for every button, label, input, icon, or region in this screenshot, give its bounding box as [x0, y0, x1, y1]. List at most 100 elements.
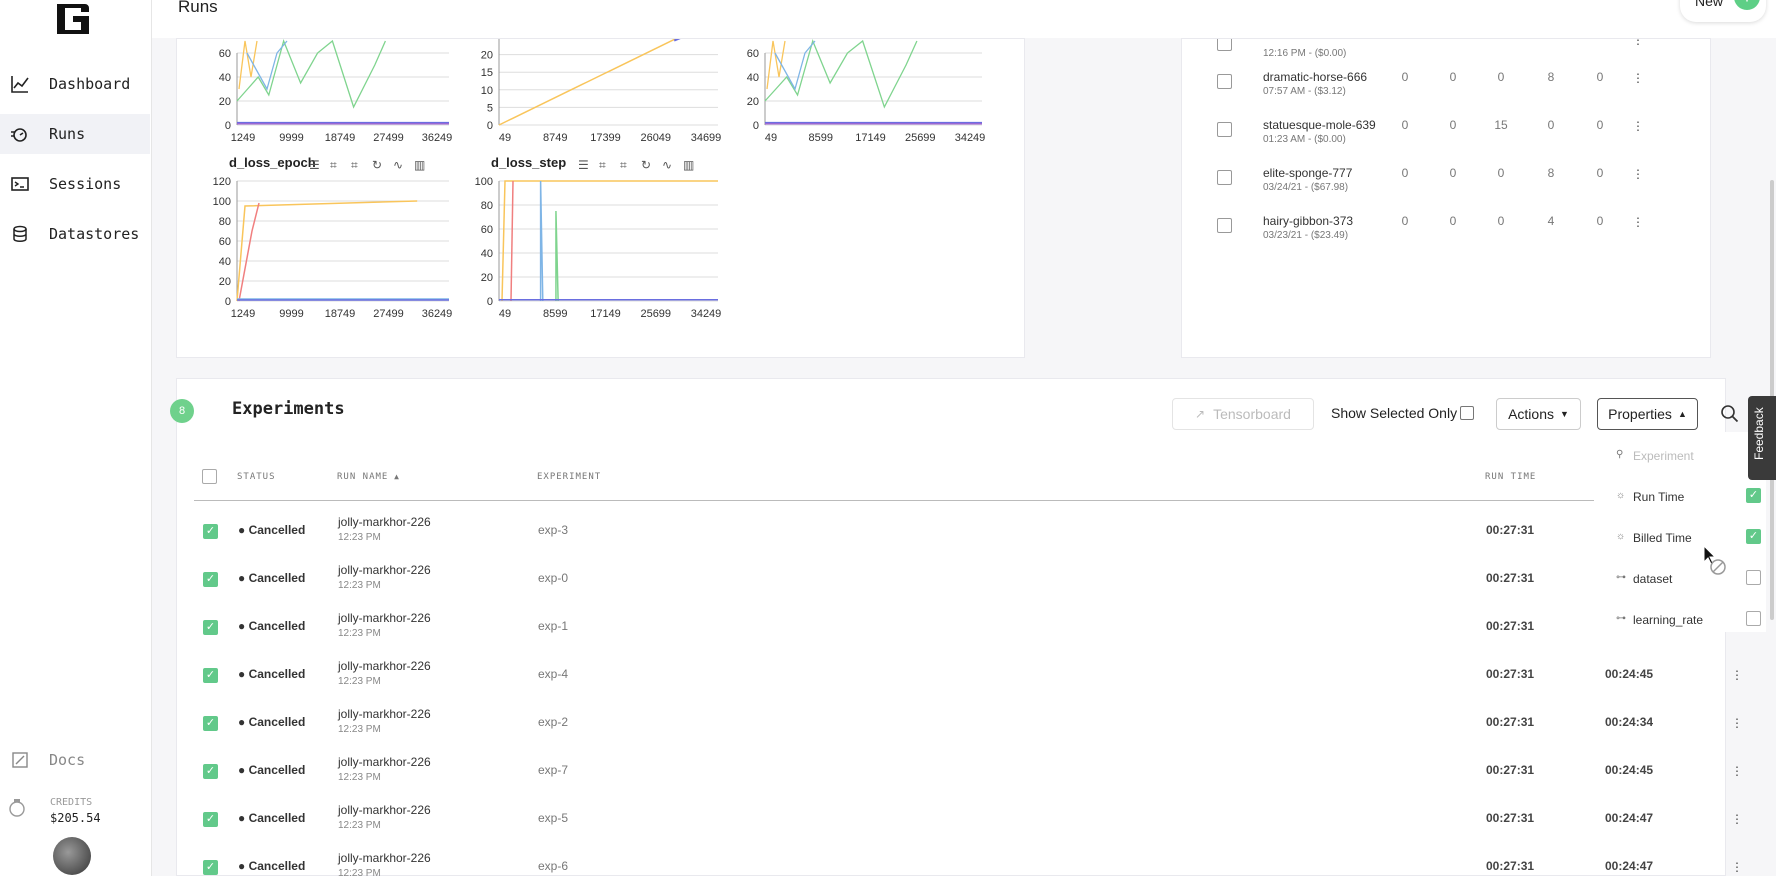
status-label: Cancelled — [248, 763, 306, 777]
run-checkbox[interactable] — [1217, 170, 1232, 185]
run-list-item[interactable]: statuesque-mole-639 01:23 AM - ($0.00) 0 0 1… — [1182, 111, 1710, 159]
more-options-icon[interactable]: ⋮ — [1632, 167, 1644, 181]
run-list-item[interactable]: hairy-gibbon-373 03/23/21 - ($23.49) 0 0 0 4 0… — [1182, 207, 1710, 255]
actions-button[interactable]: Actions ▼ — [1496, 398, 1581, 430]
property-label: Run Time — [1633, 490, 1685, 504]
more-options-icon[interactable]: ⋮ — [1731, 812, 1743, 826]
crop-icon[interactable]: ⌗ — [620, 158, 627, 172]
run-name-cell[interactable]: jolly-markhor-226 — [338, 707, 431, 721]
run-time-stamp: 12:23 PM — [338, 724, 381, 735]
more-options-icon[interactable]: ⋮ — [1632, 71, 1644, 85]
column-header-run-time[interactable]: RUN TIME — [1485, 472, 1537, 482]
property-checkbox[interactable] — [1746, 570, 1761, 585]
run-time-stamp: 12:23 PM — [338, 820, 381, 831]
properties-button[interactable]: Properties ▲ — [1597, 398, 1698, 430]
run-name-cell[interactable]: jolly-markhor-226 — [338, 611, 431, 625]
row-checkbox[interactable]: ✓ — [203, 860, 218, 875]
database-icon — [13, 225, 27, 242]
column-header-status[interactable]: STATUS — [237, 472, 276, 482]
row-checkbox[interactable]: ✓ — [203, 572, 218, 587]
menu-icon[interactable]: ☰ — [309, 158, 320, 172]
tensorboard-label: Tensorboard — [1213, 406, 1291, 422]
sidebar-item-docs[interactable]: Docs — [0, 740, 150, 780]
property-checkbox[interactable]: ✓ — [1746, 529, 1761, 544]
run-checkbox[interactable] — [1217, 74, 1232, 89]
property-checkbox[interactable] — [1746, 611, 1761, 626]
table-row[interactable]: ✓ ● Cancelled jolly-markhor-226 12:23 PM exp… — [176, 848, 1743, 896]
line-chart-icon[interactable]: ∿ — [662, 158, 672, 172]
sidebar-item-dashboard[interactable]: Dashboard — [0, 64, 150, 104]
experiment-cell: exp-1 — [538, 619, 569, 633]
x-tick-label: 9999 — [279, 132, 303, 144]
run-list-item[interactable]: 12:16 PM - ($0.00) ⋮ — [1182, 38, 1710, 73]
x-tick-label: 27499 — [373, 132, 404, 144]
run-time-cell: 00:27:31 — [1486, 619, 1535, 633]
bar-chart-icon[interactable]: ▥ — [414, 158, 425, 172]
table-row[interactable]: ✓ ● Cancelled jolly-markhor-226 12:23 PM exp… — [176, 800, 1743, 848]
row-checkbox[interactable]: ✓ — [203, 620, 218, 635]
x-tick-label: 36249 — [422, 308, 453, 320]
status-dot-icon: ● — [238, 571, 249, 585]
feedback-tab[interactable]: Feedback — [1748, 396, 1776, 480]
run-count: 0 — [1401, 70, 1409, 84]
x-tick-label: 1249 — [231, 132, 255, 144]
chart-panel: 0 20 40 60 49 8599 17149 25699 34249 — [747, 39, 985, 144]
row-checkbox[interactable]: ✓ — [203, 524, 218, 539]
run-name: elite-sponge-777 — [1263, 166, 1353, 180]
row-checkbox[interactable]: ✓ — [203, 812, 218, 827]
run-checkbox[interactable] — [1217, 39, 1232, 51]
app-logo[interactable] — [53, 2, 93, 38]
run-name-cell[interactable]: jolly-markhor-226 — [338, 803, 431, 817]
refresh-icon[interactable]: ↻ — [372, 158, 382, 172]
tensorboard-button[interactable]: ↗ Tensorboard — [1172, 398, 1314, 430]
table-row[interactable]: ✓ ● Cancelled jolly-markhor-226 12:23 PM exp… — [176, 608, 1736, 656]
run-name-cell[interactable]: jolly-markhor-226 — [338, 851, 431, 865]
more-options-icon[interactable]: ⋮ — [1731, 716, 1743, 730]
row-checkbox[interactable]: ✓ — [203, 716, 218, 731]
more-options-icon[interactable]: ⋮ — [1632, 119, 1644, 133]
row-checkbox[interactable]: ✓ — [203, 764, 218, 779]
new-button[interactable]: New + — [1680, 0, 1766, 22]
search-icon[interactable] — [1720, 404, 1740, 424]
table-row[interactable]: ✓ ● Cancelled jolly-markhor-226 12:23 PM exp… — [176, 560, 1736, 608]
show-selected-checkbox[interactable] — [1460, 406, 1474, 420]
property-checkbox[interactable]: ✓ — [1746, 488, 1761, 503]
select-all-checkbox[interactable] — [202, 469, 217, 484]
run-name-cell[interactable]: jolly-markhor-226 — [338, 659, 431, 673]
table-row[interactable]: ✓ ● Cancelled jolly-markhor-226 12:23 PM exp… — [176, 752, 1743, 800]
y-tick-label: 10 — [481, 85, 493, 97]
crop-icon[interactable]: ⌗ — [330, 158, 337, 172]
avatar[interactable] — [53, 837, 91, 875]
sidebar-item-runs[interactable]: Runs — [0, 114, 150, 154]
more-options-icon[interactable]: ⋮ — [1632, 215, 1644, 229]
run-name-cell[interactable]: jolly-markhor-226 — [338, 755, 431, 769]
more-options-icon[interactable]: ⋮ — [1632, 38, 1644, 47]
table-row[interactable]: ✓ ● Cancelled jolly-markhor-226 12:23 PM exp… — [176, 656, 1743, 704]
run-checkbox[interactable] — [1217, 218, 1232, 233]
table-row[interactable]: ✓ ● Cancelled jolly-markhor-226 12:23 PM exp… — [176, 704, 1743, 752]
column-header-experiment[interactable]: EXPERIMENT — [537, 472, 602, 482]
series-line — [539, 180, 544, 302]
x-tick-label: 8599 — [543, 308, 567, 320]
run-list-item[interactable]: elite-sponge-777 03/24/21 - ($67.98) 0 0 0 8 0… — [1182, 159, 1710, 207]
run-count: 0 — [1401, 214, 1409, 228]
more-options-icon[interactable]: ⋮ — [1731, 860, 1743, 874]
column-header-run-name[interactable]: RUN NAME ▲ — [337, 472, 400, 482]
sidebar-item-datastores[interactable]: Datastores — [0, 214, 150, 254]
line-chart-icon[interactable]: ∿ — [393, 158, 403, 172]
menu-icon[interactable]: ☰ — [578, 158, 589, 172]
run-checkbox[interactable] — [1217, 122, 1232, 137]
run-name-cell[interactable]: jolly-markhor-226 — [338, 563, 431, 577]
run-name-cell[interactable]: jolly-markhor-226 — [338, 515, 431, 529]
sidebar-item-sessions[interactable]: Sessions — [0, 164, 150, 204]
row-checkbox[interactable]: ✓ — [203, 668, 218, 683]
crop-icon[interactable]: ⌗ — [351, 158, 358, 172]
bar-chart-icon[interactable]: ▥ — [683, 158, 694, 172]
more-options-icon[interactable]: ⋮ — [1731, 764, 1743, 778]
more-options-icon[interactable]: ⋮ — [1731, 668, 1743, 682]
crop-icon[interactable]: ⌗ — [599, 158, 606, 172]
x-tick-label: 49 — [499, 132, 511, 144]
refresh-icon[interactable]: ↻ — [641, 158, 651, 172]
run-list-item[interactable]: dramatic-horse-666 07:57 AM - ($3.12) 0 0 0 8… — [1182, 63, 1710, 111]
table-row[interactable]: ✓ ● Cancelled jolly-markhor-226 12:23 PM exp… — [176, 512, 1736, 560]
